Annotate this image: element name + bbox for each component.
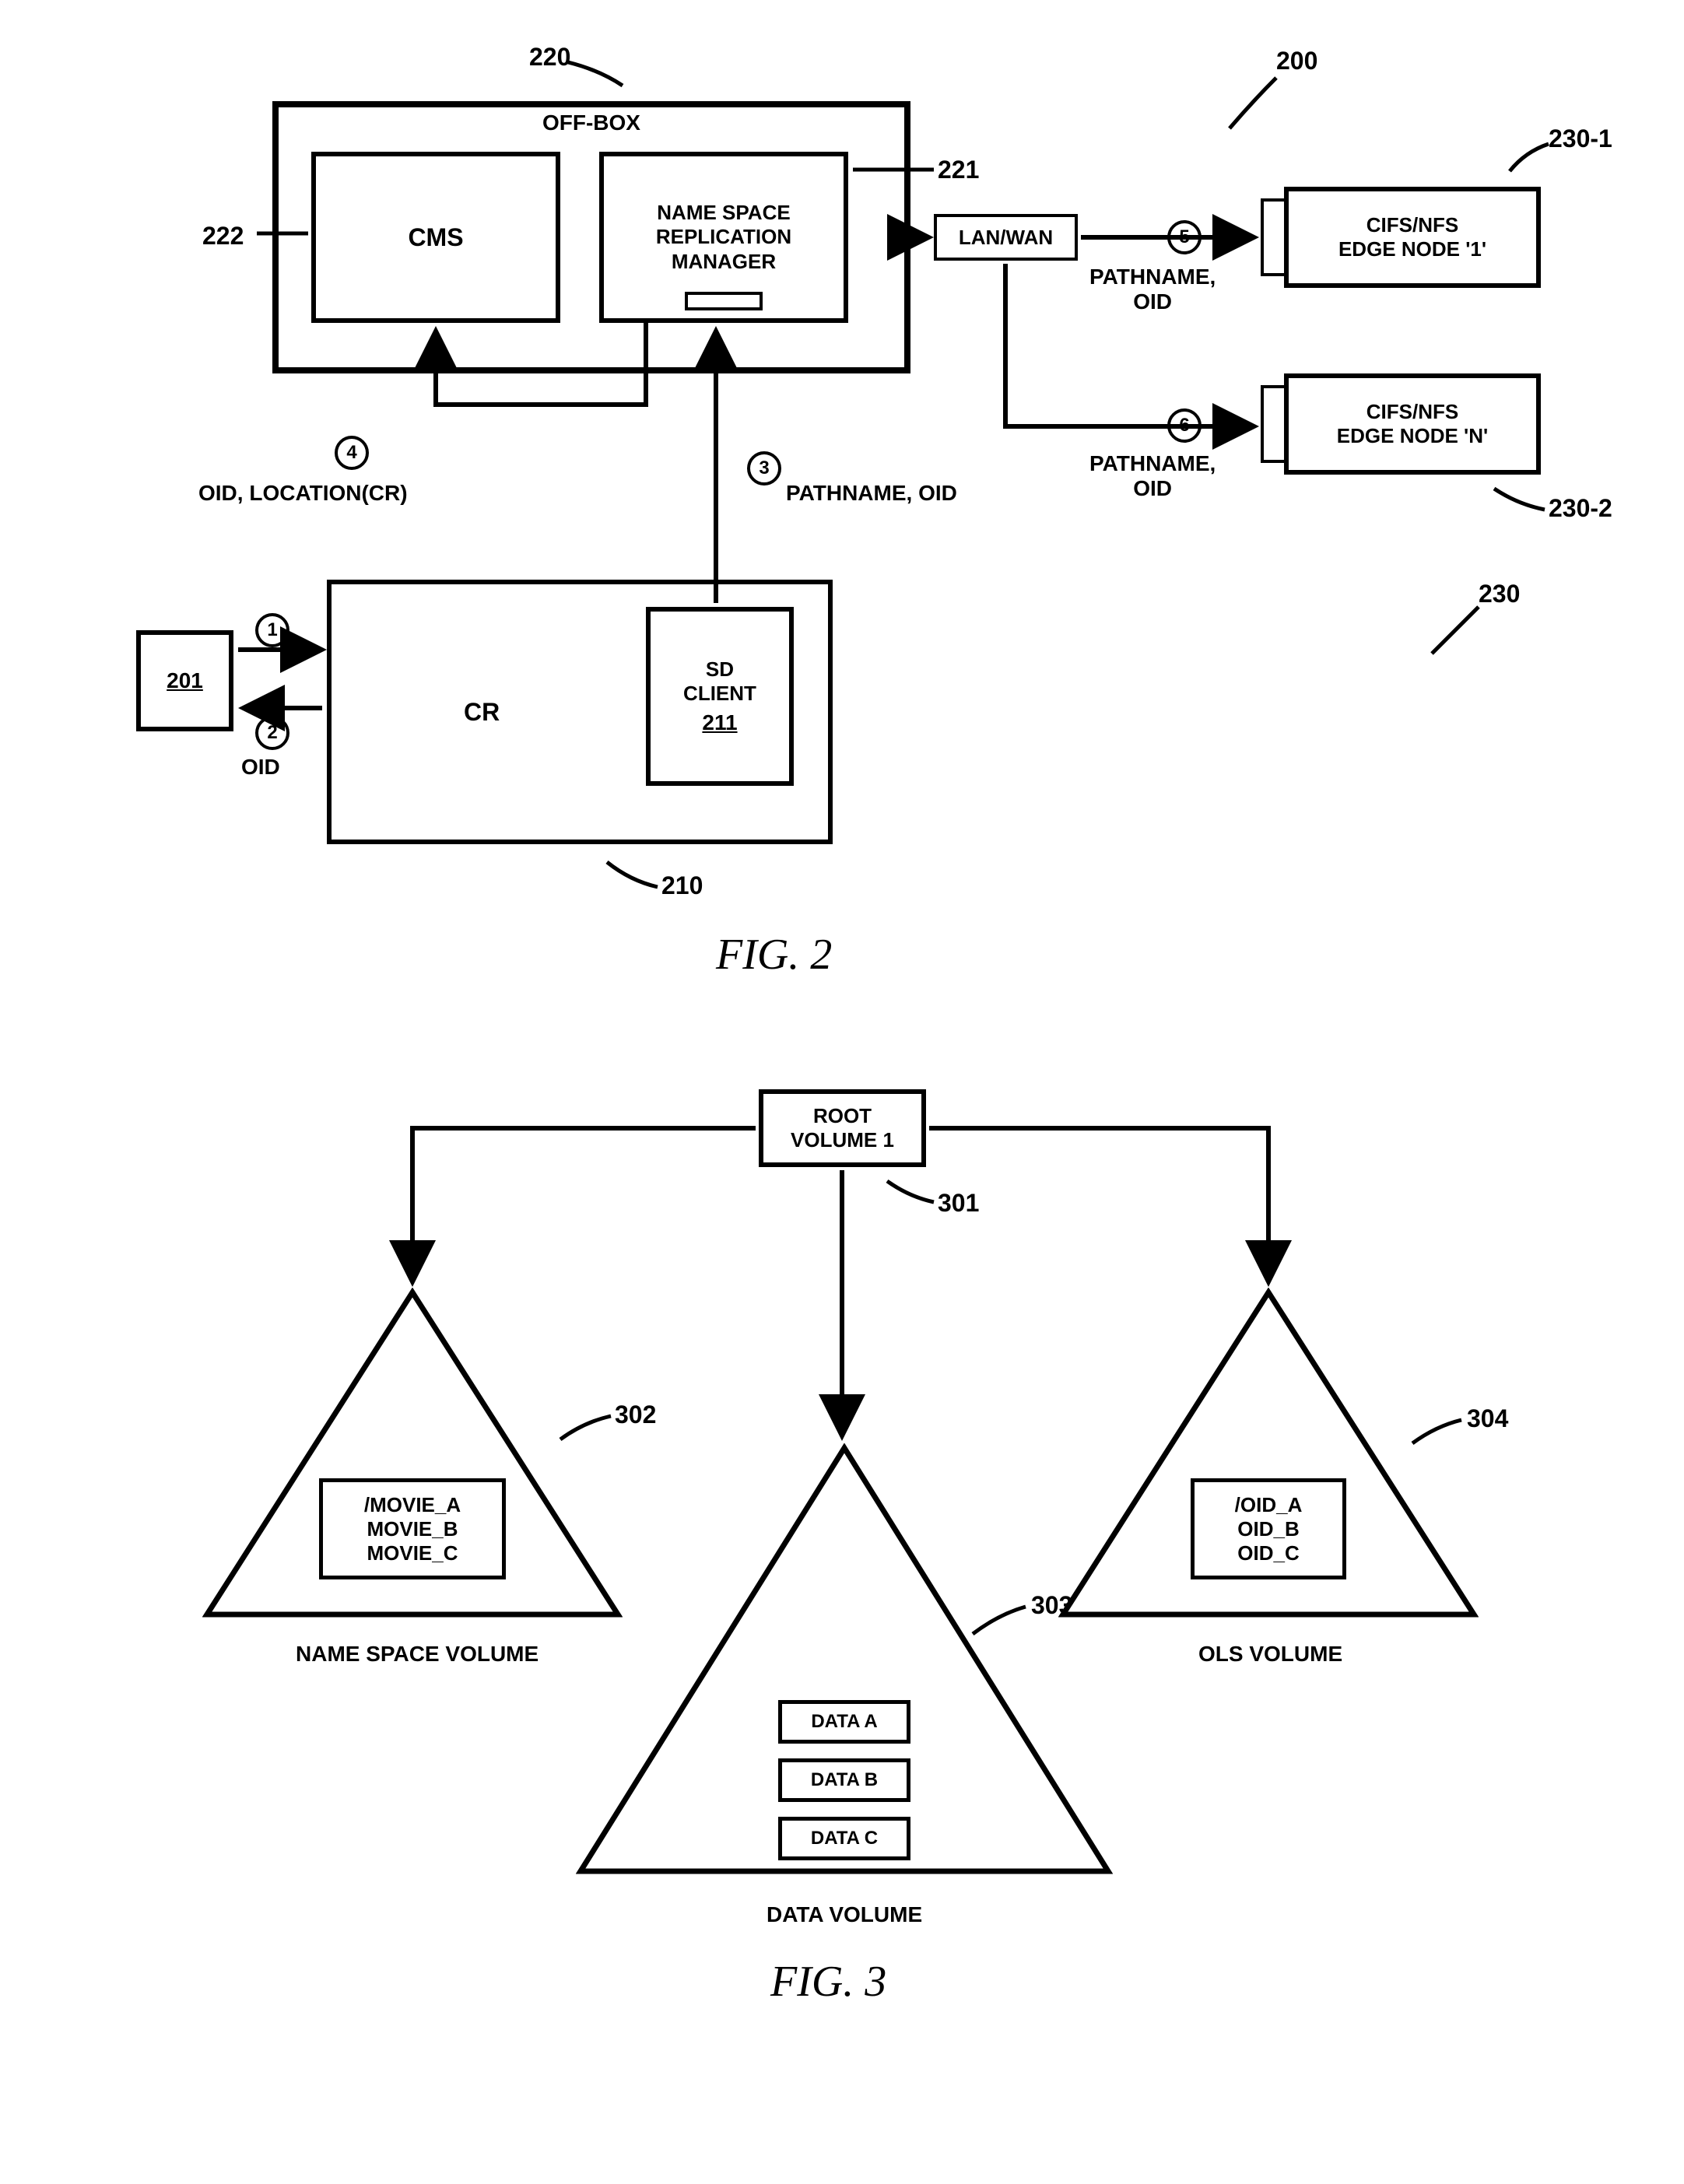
cms-box: CMS — [311, 152, 560, 323]
nsrm-text: NAME SPACE REPLICATION MANAGER — [656, 201, 791, 274]
ref-230: 230 — [1479, 580, 1520, 608]
ns-lines: /MOVIE_A MOVIE_B MOVIE_C — [364, 1493, 461, 1565]
edge2-sidebar — [1261, 385, 1284, 463]
client-box: 201 — [136, 630, 233, 731]
data-c-box: DATA C — [778, 1817, 910, 1860]
sd-text: SD CLIENT — [683, 657, 756, 706]
step-3: 3 — [747, 451, 781, 486]
ref-230-2: 230-2 — [1549, 494, 1612, 523]
data-a: DATA A — [811, 1711, 877, 1733]
data-b: DATA B — [811, 1769, 878, 1791]
step-1: 1 — [255, 613, 289, 647]
pathname-oid2-label: PATHNAME, OID — [1089, 265, 1216, 314]
ref-200: 200 — [1276, 47, 1317, 75]
ref-302: 302 — [615, 1400, 656, 1429]
fig2-caption: FIG. 2 — [716, 930, 832, 980]
pathname-oid3-label: PATHNAME, OID — [1089, 451, 1216, 501]
sd-ref: 211 — [702, 710, 737, 735]
client-ref: 201 — [167, 668, 203, 693]
oid-label: OID — [241, 755, 280, 780]
data-a-box: DATA A — [778, 1700, 910, 1744]
nsrm-box: NAME SPACE REPLICATION MANAGER — [599, 152, 848, 323]
step-6: 6 — [1167, 408, 1202, 443]
ols-volume-content: /OID_A OID_B OID_C — [1191, 1478, 1346, 1579]
lanwan-box: LAN/WAN — [934, 214, 1078, 261]
data-volume-label: DATA VOLUME — [767, 1902, 922, 1927]
lanwan-text: LAN/WAN — [959, 226, 1053, 250]
step-5: 5 — [1167, 220, 1202, 254]
edge2-text: CIFS/NFS EDGE NODE 'N' — [1337, 400, 1488, 448]
edge-node-1: CIFS/NFS EDGE NODE '1' — [1284, 187, 1541, 288]
cms-text: CMS — [408, 223, 463, 252]
ols-volume-label: OLS VOLUME — [1198, 1642, 1342, 1667]
ns-volume-content: /MOVIE_A MOVIE_B MOVIE_C — [319, 1478, 506, 1579]
figure-3: ROOT VOLUME 1 301 /MOVIE_A MOVIE_B MOVIE… — [0, 1074, 1684, 2163]
ns-volume-label: NAME SPACE VOLUME — [296, 1642, 539, 1667]
edge1-text: CIFS/NFS EDGE NODE '1' — [1338, 213, 1486, 261]
sd-client-box: SD CLIENT 211 — [646, 607, 794, 786]
ref-301: 301 — [938, 1189, 979, 1218]
data-b-box: DATA B — [778, 1758, 910, 1802]
ref-210: 210 — [661, 871, 703, 900]
ref-222: 222 — [202, 222, 244, 251]
ref-230-1: 230-1 — [1549, 124, 1612, 153]
oid-loc-label: OID, LOCATION(CR) — [198, 481, 408, 506]
off-box-label: OFF-BOX — [542, 110, 640, 135]
ref-221: 221 — [938, 156, 979, 184]
root-text: ROOT VOLUME 1 — [791, 1104, 894, 1152]
cr-text: CR — [464, 698, 500, 727]
ref-304: 304 — [1467, 1404, 1508, 1433]
edge-node-n: CIFS/NFS EDGE NODE 'N' — [1284, 373, 1541, 475]
step-2: 2 — [255, 716, 289, 750]
edge1-sidebar — [1261, 198, 1284, 276]
figure-2: 200 OFF-BOX 220 CMS 222 NAME SPACE REPLI… — [0, 0, 1684, 1004]
fig3-caption: FIG. 3 — [770, 1957, 886, 2007]
root-volume-box: ROOT VOLUME 1 — [759, 1089, 926, 1167]
pathname-oid-label: PATHNAME, OID — [786, 481, 957, 506]
ols-lines: /OID_A OID_B OID_C — [1235, 1493, 1303, 1565]
step-4: 4 — [335, 436, 369, 470]
data-volume-triangle — [576, 1443, 1113, 1879]
data-c: DATA C — [811, 1828, 878, 1849]
ref-220: 220 — [529, 43, 570, 72]
